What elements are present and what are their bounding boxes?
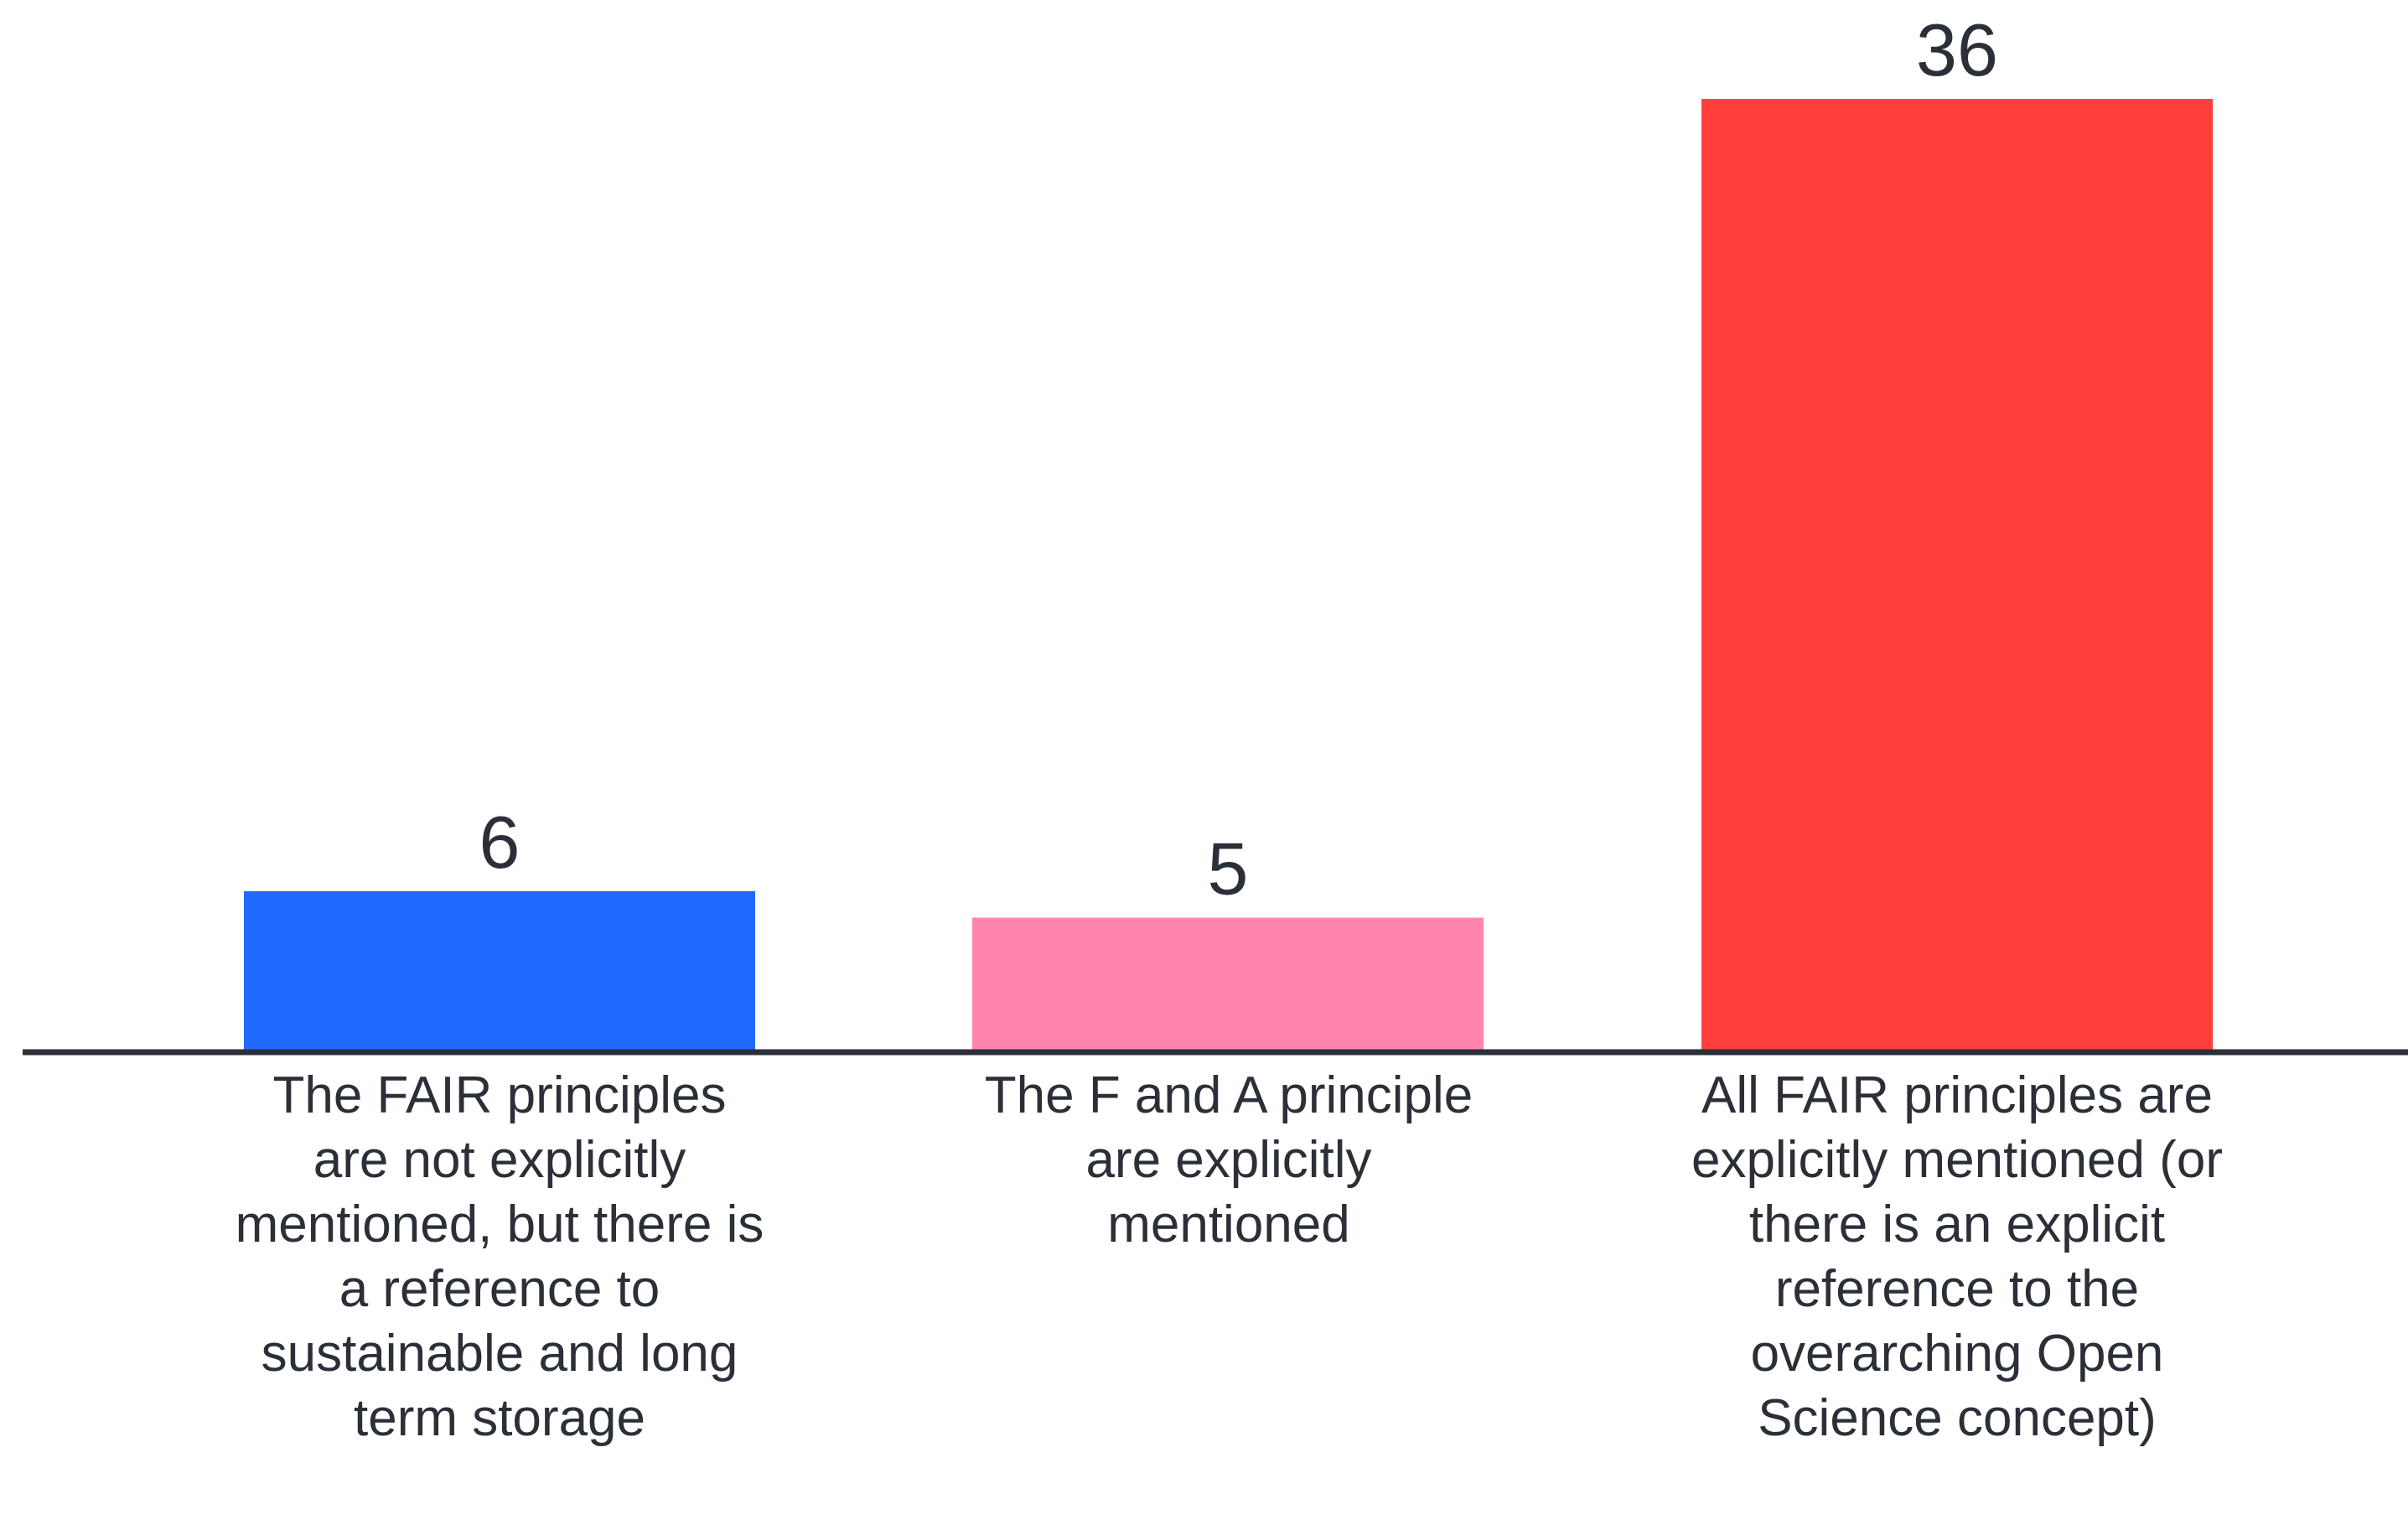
bar-2 xyxy=(1701,99,2213,1050)
bar-0 xyxy=(244,891,755,1050)
value-labels-group: 6 5 36 xyxy=(479,8,1998,911)
bars-group xyxy=(244,99,2213,1050)
bar-1 xyxy=(972,917,1484,1050)
category-label-1: The F and A principle are explicitly men… xyxy=(984,1066,1473,1253)
category-label-0: The FAIR principles are not explicitly m… xyxy=(235,1066,764,1447)
bar-value-label-1: 5 xyxy=(1208,828,1249,911)
bar-value-label-2: 36 xyxy=(1916,8,1998,91)
category-label-2: All FAIR principles are explicitly menti… xyxy=(1691,1066,2224,1447)
bar-value-label-0: 6 xyxy=(479,801,520,884)
